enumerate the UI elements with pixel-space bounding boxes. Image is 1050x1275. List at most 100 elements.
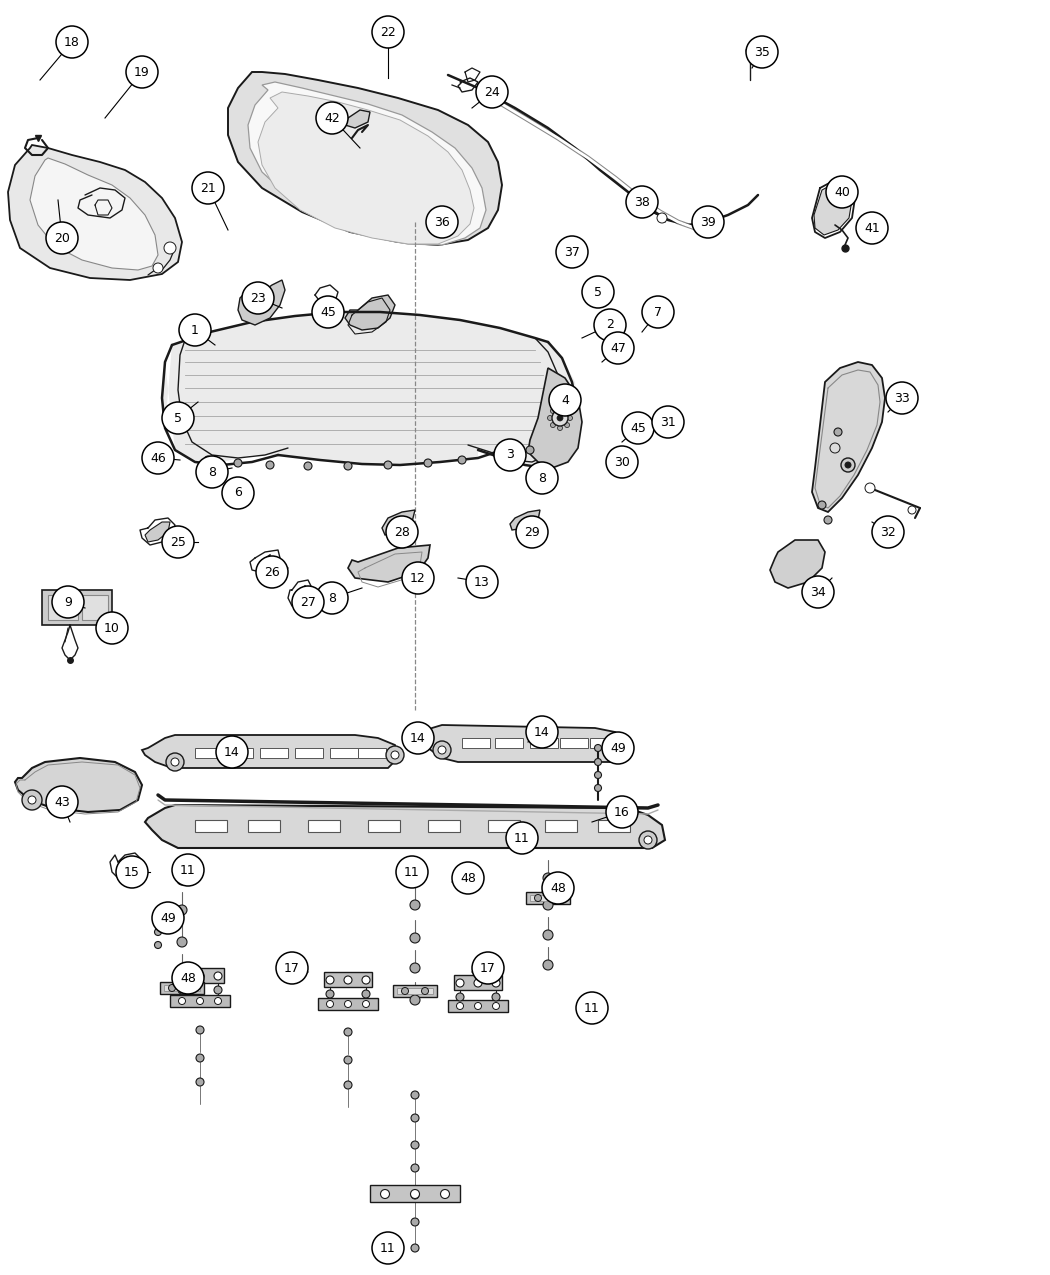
Text: 11: 11 <box>404 866 420 878</box>
Polygon shape <box>393 986 437 997</box>
Polygon shape <box>397 988 433 994</box>
Text: 12: 12 <box>411 571 426 584</box>
Text: 22: 22 <box>380 26 396 38</box>
Polygon shape <box>82 595 108 620</box>
Circle shape <box>362 1001 370 1007</box>
Circle shape <box>166 754 184 771</box>
Circle shape <box>606 446 638 478</box>
Circle shape <box>372 1232 404 1264</box>
Polygon shape <box>160 982 204 994</box>
Circle shape <box>556 414 563 421</box>
Polygon shape <box>345 110 370 128</box>
Circle shape <box>492 979 500 987</box>
Circle shape <box>196 1026 204 1034</box>
Circle shape <box>494 451 502 459</box>
Circle shape <box>154 914 162 922</box>
Circle shape <box>550 408 555 413</box>
Circle shape <box>594 745 602 751</box>
Circle shape <box>384 462 392 469</box>
Circle shape <box>410 933 420 944</box>
Circle shape <box>556 236 588 268</box>
Polygon shape <box>368 820 400 833</box>
Polygon shape <box>176 968 224 983</box>
Circle shape <box>168 984 175 992</box>
Circle shape <box>344 462 352 470</box>
Circle shape <box>626 186 658 218</box>
Circle shape <box>402 562 434 594</box>
Text: 19: 19 <box>134 65 150 79</box>
Circle shape <box>172 963 204 994</box>
Circle shape <box>476 76 508 108</box>
Text: 5: 5 <box>174 412 182 425</box>
Polygon shape <box>228 71 502 245</box>
Text: 3: 3 <box>506 449 513 462</box>
Polygon shape <box>142 734 398 768</box>
Text: 20: 20 <box>54 232 70 245</box>
Circle shape <box>401 988 408 994</box>
Polygon shape <box>170 994 230 1007</box>
Circle shape <box>142 442 174 474</box>
Polygon shape <box>358 748 386 759</box>
Circle shape <box>492 1002 500 1010</box>
Polygon shape <box>448 1000 508 1012</box>
Circle shape <box>178 314 211 346</box>
Circle shape <box>526 446 534 454</box>
Circle shape <box>411 1141 419 1149</box>
Text: 17: 17 <box>285 961 300 974</box>
Circle shape <box>234 459 242 467</box>
Circle shape <box>567 416 572 421</box>
Circle shape <box>657 213 667 223</box>
Polygon shape <box>488 820 520 833</box>
Circle shape <box>292 586 324 618</box>
Text: 4: 4 <box>561 394 569 407</box>
Circle shape <box>458 456 466 464</box>
Circle shape <box>457 1002 463 1010</box>
Circle shape <box>96 612 128 644</box>
Text: 16: 16 <box>614 806 630 819</box>
Polygon shape <box>495 738 523 748</box>
Text: 49: 49 <box>610 742 626 755</box>
Polygon shape <box>30 158 158 270</box>
Circle shape <box>304 462 312 470</box>
Circle shape <box>543 960 553 970</box>
Circle shape <box>466 566 498 598</box>
Circle shape <box>872 516 904 548</box>
Circle shape <box>46 785 78 819</box>
Polygon shape <box>145 521 170 542</box>
Circle shape <box>266 462 274 469</box>
Text: 29: 29 <box>524 525 540 538</box>
Circle shape <box>312 296 344 328</box>
Text: 11: 11 <box>380 1242 396 1255</box>
Circle shape <box>543 900 553 910</box>
Circle shape <box>410 963 420 973</box>
Circle shape <box>154 928 162 936</box>
Text: 32: 32 <box>880 525 896 538</box>
Circle shape <box>824 516 832 524</box>
Circle shape <box>818 501 826 509</box>
Polygon shape <box>308 820 340 833</box>
Polygon shape <box>530 738 558 748</box>
Circle shape <box>438 746 446 754</box>
Polygon shape <box>238 280 285 325</box>
Polygon shape <box>345 295 395 330</box>
Circle shape <box>344 1081 352 1089</box>
Polygon shape <box>260 748 288 759</box>
Circle shape <box>547 416 552 421</box>
Circle shape <box>28 796 36 805</box>
Polygon shape <box>462 738 490 748</box>
Circle shape <box>410 870 420 880</box>
Circle shape <box>178 986 186 994</box>
Circle shape <box>391 751 399 759</box>
Circle shape <box>316 102 348 134</box>
Polygon shape <box>164 986 200 991</box>
Text: 42: 42 <box>324 111 340 125</box>
Circle shape <box>327 1001 334 1007</box>
Polygon shape <box>248 820 280 833</box>
Polygon shape <box>8 145 182 280</box>
Circle shape <box>126 56 158 88</box>
Text: 13: 13 <box>475 575 490 589</box>
Text: 8: 8 <box>208 465 216 478</box>
Text: 14: 14 <box>534 725 550 738</box>
Text: 25: 25 <box>170 536 186 548</box>
Text: 26: 26 <box>265 566 280 579</box>
